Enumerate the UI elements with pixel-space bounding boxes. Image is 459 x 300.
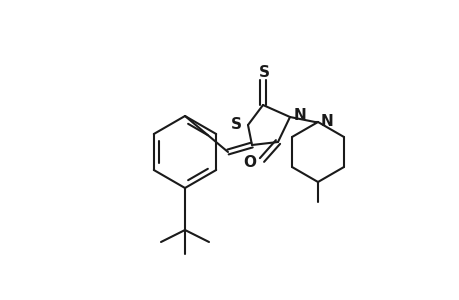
Text: S: S bbox=[258, 64, 269, 80]
Text: O: O bbox=[243, 154, 256, 169]
Text: N: N bbox=[320, 113, 333, 128]
Text: S: S bbox=[230, 116, 241, 131]
Text: N: N bbox=[293, 107, 306, 122]
